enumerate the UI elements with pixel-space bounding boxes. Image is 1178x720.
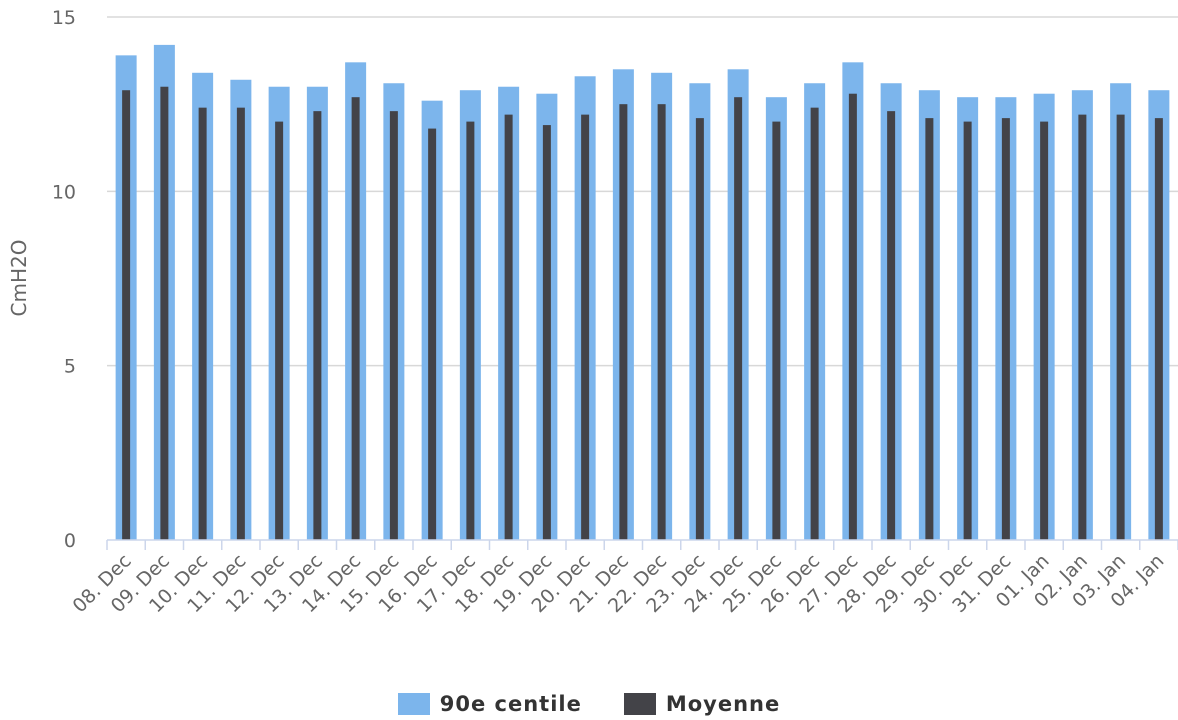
legend-item-moyenne[interactable]: Moyenne bbox=[623, 692, 781, 716]
y-tick-label-15: 15 bbox=[52, 7, 76, 29]
bar-moyenne-11[interactable] bbox=[542, 125, 551, 540]
bar-moyenne-14[interactable] bbox=[657, 104, 666, 541]
bar-moyenne-17[interactable] bbox=[772, 121, 781, 540]
bar-moyenne-5[interactable] bbox=[313, 111, 322, 540]
bar-moyenne-3[interactable] bbox=[236, 107, 245, 541]
legend-item-90e-centile[interactable]: 90e centile bbox=[397, 692, 582, 716]
bar-moyenne-20[interactable] bbox=[887, 111, 896, 540]
x-axis bbox=[106, 539, 1178, 550]
bar-moyenne-2[interactable] bbox=[198, 107, 207, 541]
bar-moyenne-16[interactable] bbox=[734, 97, 743, 541]
bar-moyenne-1[interactable] bbox=[160, 86, 169, 540]
bar-moyenne-18[interactable] bbox=[810, 107, 819, 541]
y-axis-title: CmH2O bbox=[7, 240, 31, 317]
bar-moyenne-10[interactable] bbox=[504, 114, 513, 541]
bar-moyenne-7[interactable] bbox=[389, 111, 398, 540]
bar-moyenne-24[interactable] bbox=[1040, 121, 1049, 540]
grid-lines bbox=[107, 16, 1178, 367]
bar-moyenne-23[interactable] bbox=[1001, 118, 1010, 540]
bar-moyenne-9[interactable] bbox=[466, 121, 475, 540]
bar-moyenne-26[interactable] bbox=[1116, 114, 1125, 541]
bars bbox=[115, 44, 1170, 541]
legend-label-moyenne: Moyenne bbox=[665, 692, 781, 716]
y-tick-label-0: 0 bbox=[64, 530, 76, 552]
y-axis-tick-labels: 0 5 10 15 bbox=[52, 7, 76, 552]
bar-moyenne-21[interactable] bbox=[925, 118, 934, 540]
bar-moyenne-27[interactable] bbox=[1154, 118, 1163, 540]
bar-moyenne-8[interactable] bbox=[428, 128, 437, 540]
bar-moyenne-0[interactable] bbox=[122, 90, 131, 540]
y-tick-label-10: 10 bbox=[52, 181, 76, 203]
bar-moyenne-13[interactable] bbox=[619, 104, 628, 541]
legend-swatch-90e-centile bbox=[397, 693, 430, 715]
bar-moyenne-15[interactable] bbox=[695, 118, 704, 540]
bar-moyenne-19[interactable] bbox=[848, 93, 857, 540]
bar-moyenne-12[interactable] bbox=[581, 114, 590, 541]
legend-label-90e-centile: 90e centile bbox=[439, 692, 582, 716]
bar-moyenne-25[interactable] bbox=[1078, 114, 1087, 541]
bar-moyenne-4[interactable] bbox=[275, 121, 284, 540]
legend: 90e centile Moyenne bbox=[0, 688, 1178, 720]
bar-moyenne-6[interactable] bbox=[351, 97, 360, 541]
y-tick-label-5: 5 bbox=[64, 356, 76, 378]
bar-moyenne-22[interactable] bbox=[963, 121, 972, 540]
legend-swatch-moyenne bbox=[623, 693, 656, 715]
